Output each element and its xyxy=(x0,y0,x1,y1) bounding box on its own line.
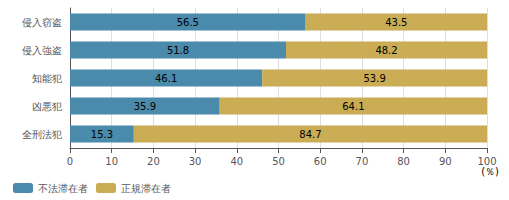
svg-text:48.2: 48.2 xyxy=(375,45,397,56)
svg-text:30: 30 xyxy=(189,156,202,167)
svg-text:35.9: 35.9 xyxy=(134,101,156,112)
svg-text:凶悪犯: 凶悪犯 xyxy=(32,101,62,112)
svg-text:20: 20 xyxy=(147,156,160,167)
svg-text:知能犯: 知能犯 xyxy=(32,73,62,84)
svg-text:不法滞在者: 不法滞在者 xyxy=(38,183,88,194)
svg-text:100: 100 xyxy=(477,156,496,167)
svg-text:50: 50 xyxy=(272,156,285,167)
svg-text:51.8: 51.8 xyxy=(167,45,189,56)
svg-text:56.5: 56.5 xyxy=(177,17,199,28)
svg-text:60: 60 xyxy=(314,156,327,167)
svg-text:46.1: 46.1 xyxy=(155,73,177,84)
svg-text:全刑法犯: 全刑法犯 xyxy=(22,129,62,140)
svg-text:侵入窃盗: 侵入窃盗 xyxy=(22,17,62,28)
svg-text:84.7: 84.7 xyxy=(299,129,321,140)
svg-text:70: 70 xyxy=(356,156,369,167)
svg-text:侵入強盗: 侵入強盗 xyxy=(22,45,62,56)
svg-text:0: 0 xyxy=(67,156,73,167)
svg-text:40: 40 xyxy=(230,156,243,167)
svg-text:正規滞在者: 正規滞在者 xyxy=(121,183,171,194)
svg-text:10: 10 xyxy=(105,156,118,167)
svg-text:64.1: 64.1 xyxy=(342,101,364,112)
svg-text:(％): (％) xyxy=(481,166,499,177)
svg-text:90: 90 xyxy=(439,156,452,167)
svg-text:53.9: 53.9 xyxy=(363,73,385,84)
svg-text:15.3: 15.3 xyxy=(91,129,113,140)
svg-text:80: 80 xyxy=(397,156,410,167)
svg-text:43.5: 43.5 xyxy=(385,17,407,28)
